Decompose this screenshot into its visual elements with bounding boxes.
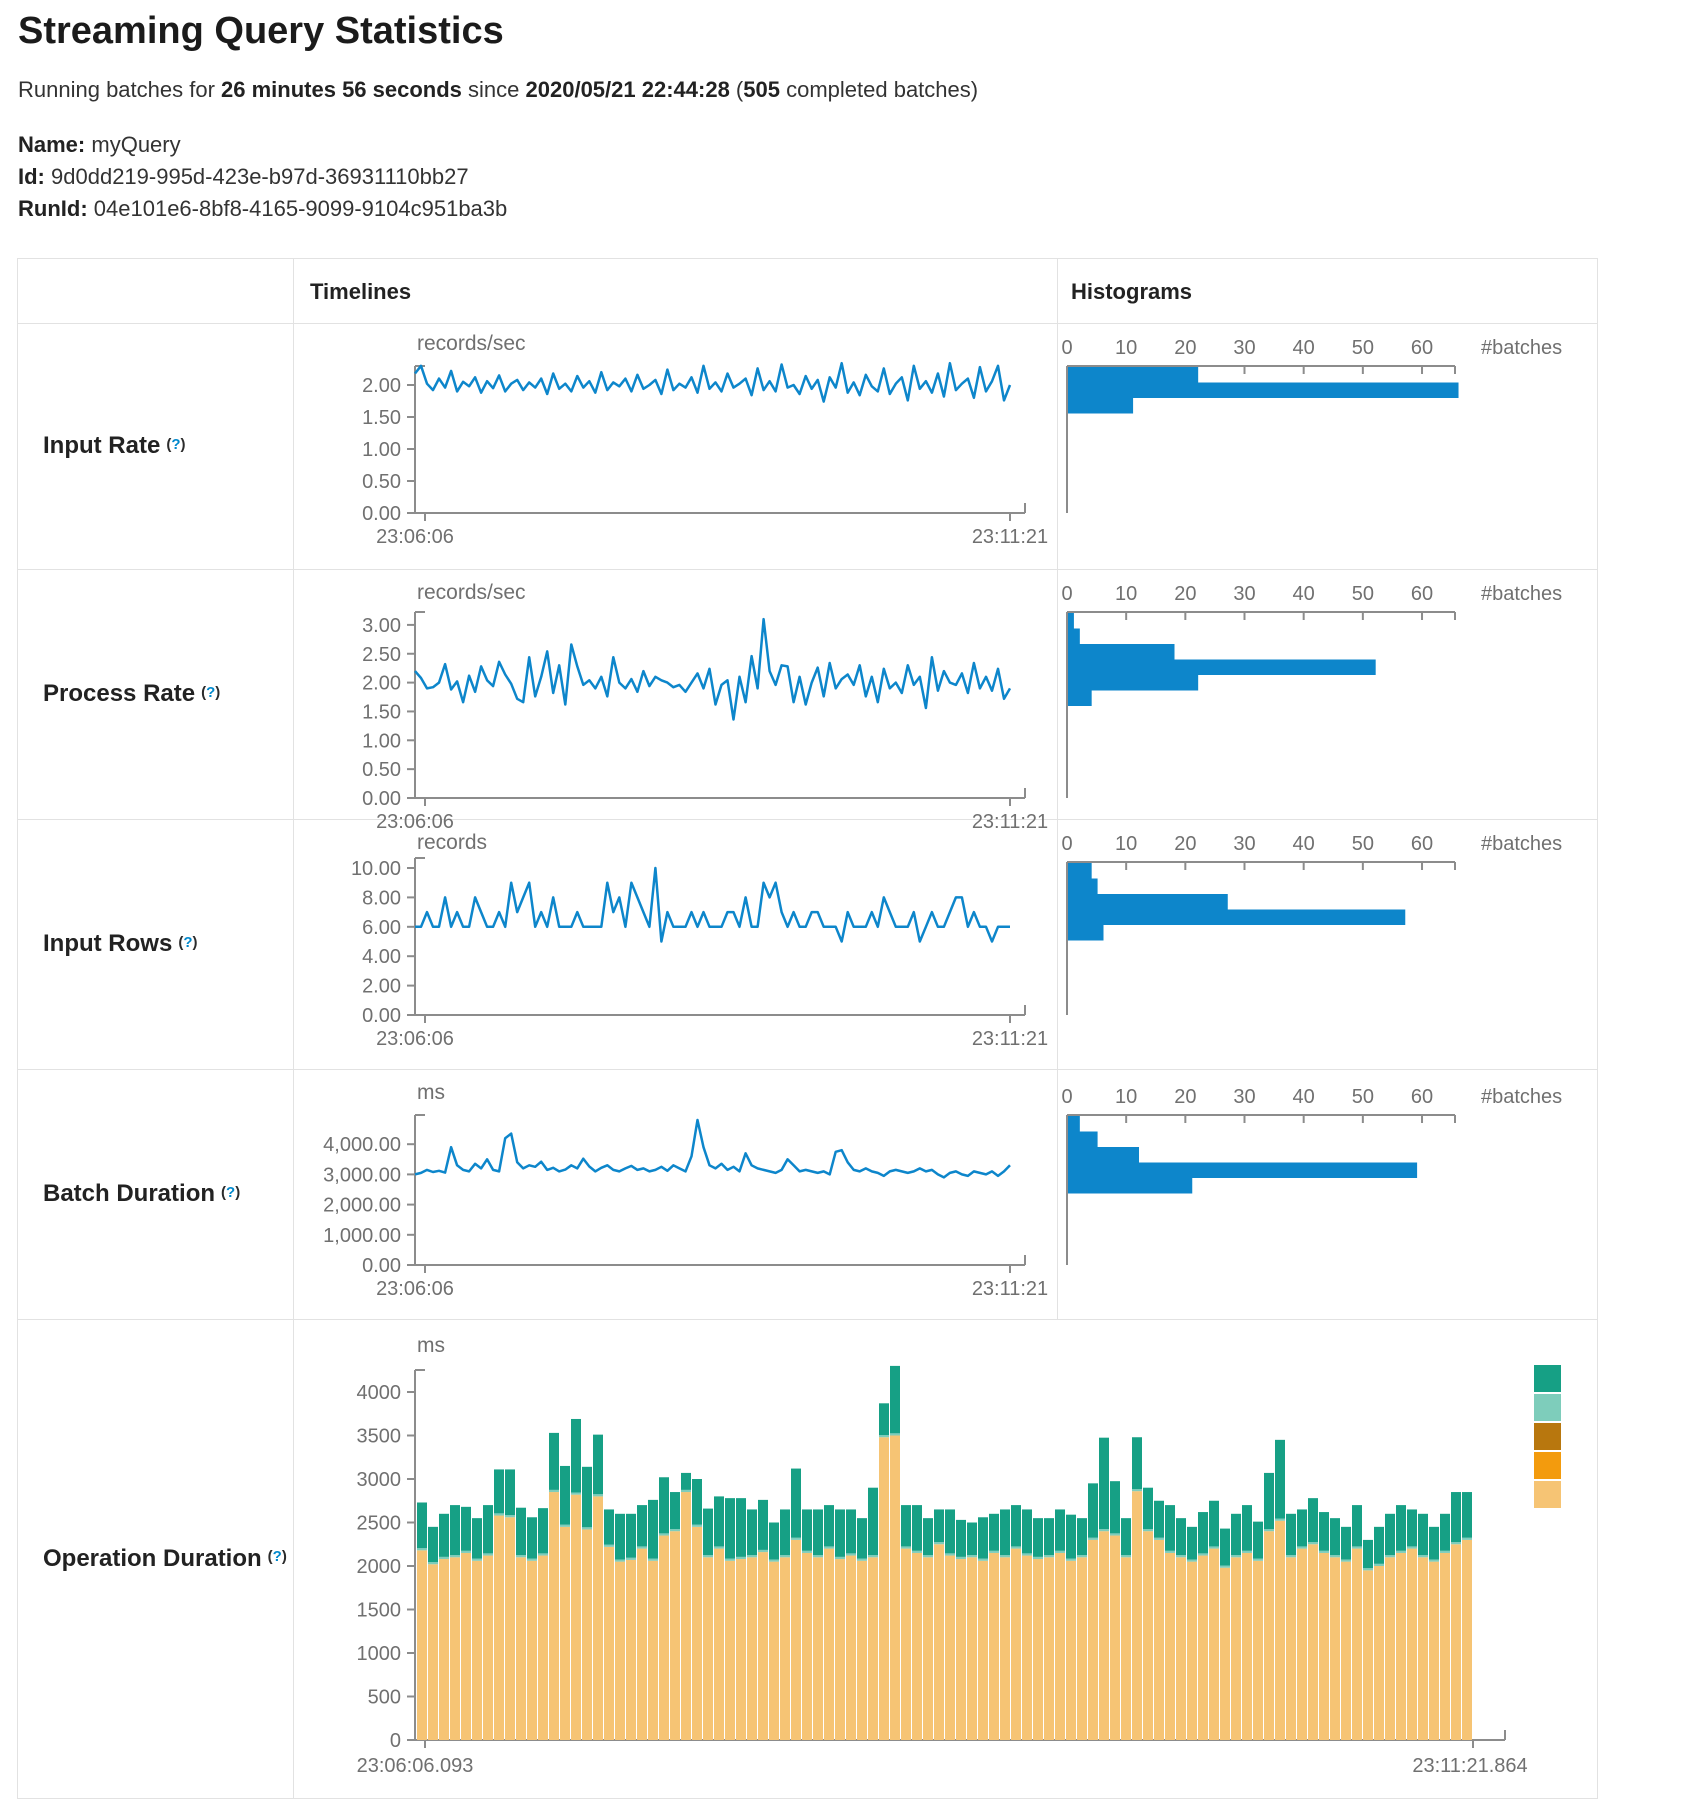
- summary-completed-count: 505: [743, 77, 780, 102]
- timelines-column-header: Timelines: [310, 279, 412, 304]
- row-divider: [18, 819, 1597, 820]
- hint-paren: (: [166, 435, 172, 453]
- name-label: Name:: [18, 132, 86, 157]
- summary-prefix: Running batches for: [18, 77, 222, 102]
- row-label-input-rate: Input Rate (?): [18, 323, 293, 569]
- hint-paren: ): [192, 933, 198, 951]
- input-rows-help[interactable]: (?): [178, 934, 197, 951]
- hint-paren: ): [215, 683, 221, 701]
- query-runid-line: RunId: 04e101e6-8bf8-4165-9099-9104c951b…: [18, 193, 1418, 225]
- page-title: Streaming Query Statistics: [18, 10, 504, 52]
- hint-paren: (: [178, 933, 184, 951]
- process-rate-label: Process Rate: [43, 680, 196, 707]
- question-mark-icon: ?: [272, 1548, 282, 1565]
- input-rate-help[interactable]: (?): [166, 436, 185, 453]
- query-id: 9d0dd219-995d-423e-b97d-36931110bb27: [51, 164, 469, 189]
- hint-paren: ): [235, 1183, 241, 1201]
- column-divider: [293, 259, 294, 1798]
- question-mark-icon: ?: [183, 933, 193, 951]
- row-divider: [18, 1319, 1597, 1320]
- batch-duration-label: Batch Duration: [43, 1180, 216, 1207]
- input-rows-label: Input Rows: [43, 930, 173, 957]
- row-label-input-rows: Input Rows (?): [18, 819, 293, 1069]
- row-label-operation-duration: Operation Duration (?): [18, 1319, 293, 1798]
- hint-paren: (: [221, 1183, 227, 1201]
- operation-duration-label: Operation Duration: [43, 1544, 262, 1572]
- runid-label: RunId:: [18, 196, 88, 221]
- summary-duration: 26 minutes 56 seconds: [221, 77, 462, 102]
- column-divider: [1057, 259, 1058, 1319]
- query-runid: 04e101e6-8bf8-4165-9099-9104c951ba3b: [93, 196, 508, 221]
- summary-open-paren: (: [729, 77, 744, 102]
- summary-since: since: [461, 77, 526, 102]
- question-mark-icon: ?: [206, 683, 216, 701]
- question-mark-icon: ?: [226, 1183, 236, 1201]
- hint-paren: (: [267, 1548, 273, 1565]
- query-meta: Name: myQuery Id: 9d0dd219-995d-423e-b97…: [18, 129, 1418, 225]
- batch-duration-help[interactable]: (?): [221, 1184, 240, 1201]
- query-id-line: Id: 9d0dd219-995d-423e-b97d-36931110bb27: [18, 161, 1418, 193]
- hint-paren: ): [281, 1548, 287, 1565]
- process-rate-help[interactable]: (?): [201, 684, 220, 701]
- hint-paren: (: [201, 683, 207, 701]
- query-name-line: Name: myQuery: [18, 129, 1418, 161]
- histograms-column-header: Histograms: [1071, 279, 1193, 304]
- row-divider: [18, 1069, 1597, 1070]
- page-header: Streaming Query Statistics Running batch…: [18, 10, 1418, 225]
- running-batches-summary: Running batches for 26 minutes 56 second…: [18, 77, 1418, 103]
- hint-paren: ): [180, 435, 186, 453]
- id-label: Id:: [18, 164, 45, 189]
- summary-suffix: completed batches): [779, 77, 979, 102]
- row-label-process-rate: Process Rate (?): [18, 569, 293, 819]
- row-divider: [18, 569, 1597, 570]
- input-rate-label: Input Rate: [43, 432, 161, 459]
- statistics-table: Timelines Histograms Input Rate (?) Proce…: [17, 258, 1598, 1799]
- question-mark-icon: ?: [171, 435, 181, 453]
- row-label-batch-duration: Batch Duration (?): [18, 1069, 293, 1319]
- operation-duration-help[interactable]: (?): [268, 1548, 287, 1565]
- row-divider: [18, 323, 1597, 324]
- query-name: myQuery: [91, 132, 181, 157]
- summary-start-time: 2020/05/21 22:44:28: [525, 77, 730, 102]
